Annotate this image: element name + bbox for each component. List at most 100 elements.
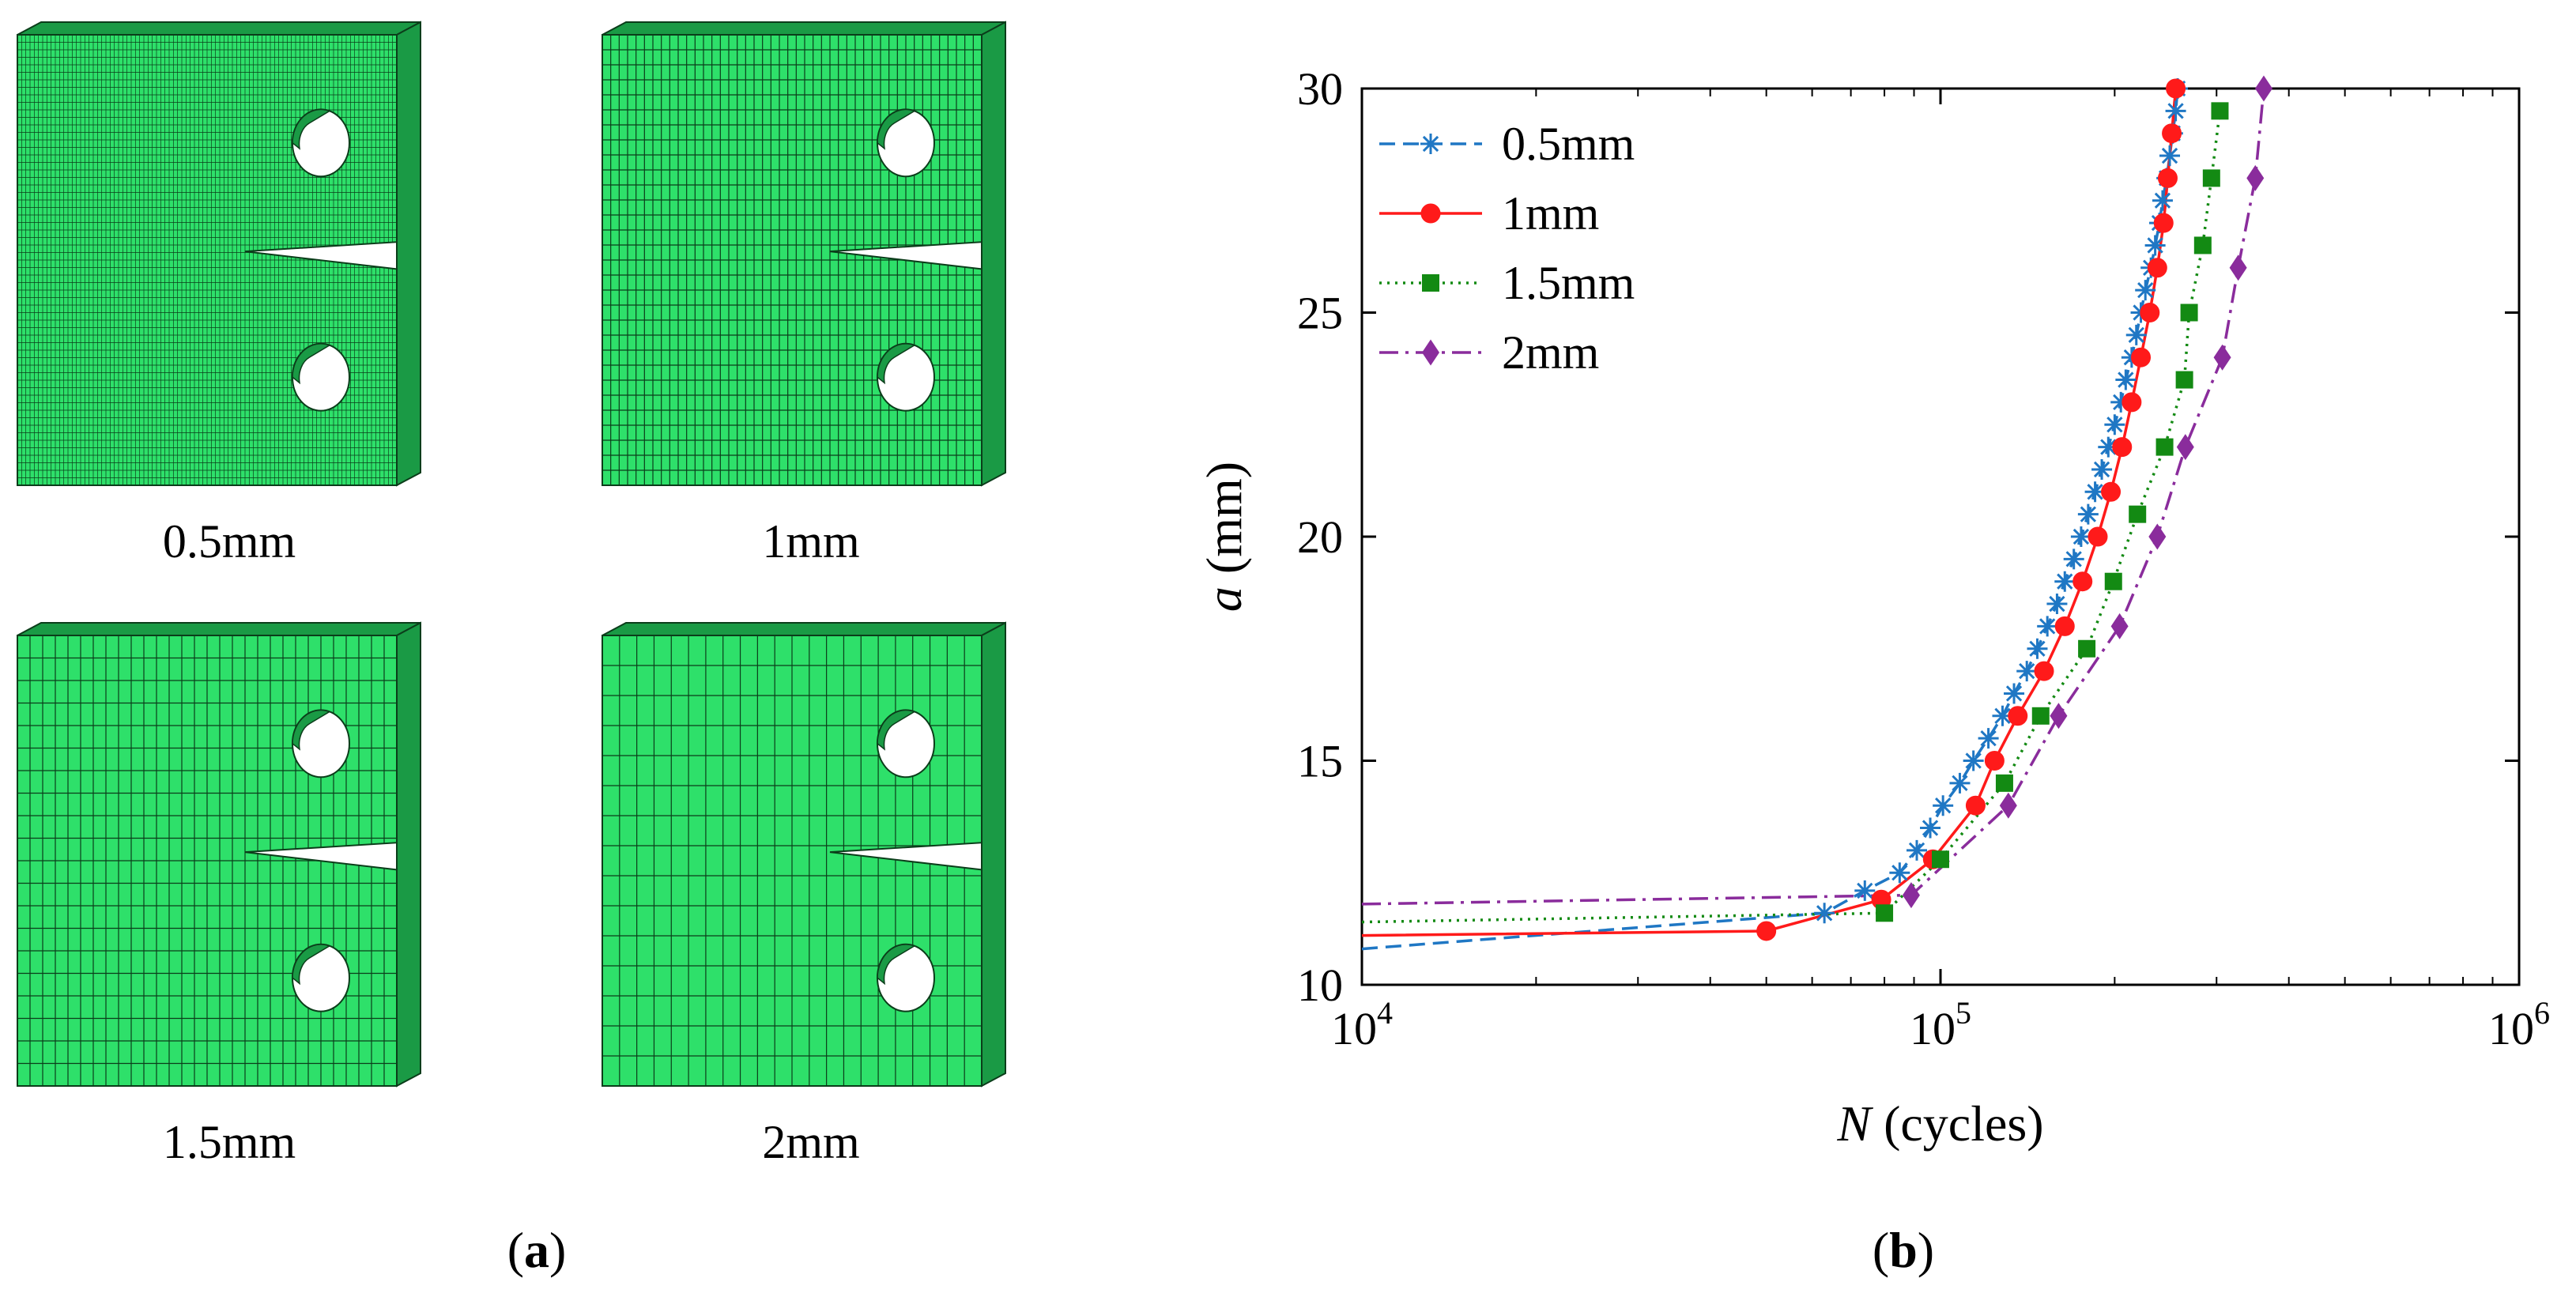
data-point-1mm xyxy=(2131,347,2152,368)
data-point-1.5mm xyxy=(2193,236,2212,254)
legend-label-0.5mm: 0.5mm xyxy=(1502,118,1635,170)
data-point-2mm xyxy=(2213,344,2231,371)
mesh-label-2mm: 2mm xyxy=(762,1116,859,1168)
y-axis-label: a (mm) xyxy=(1196,462,1252,612)
mesh-hole-inner-wall xyxy=(292,108,331,150)
mesh-side-face xyxy=(981,621,1006,1088)
panel-a-meshes: 0.5mm 1mm 1.5mm 2mm (a) xyxy=(17,21,1006,1278)
mesh-grid xyxy=(17,35,397,485)
data-point-1mm xyxy=(2122,392,2142,413)
data-point-0.5mm xyxy=(1992,705,2013,726)
y-axis-label-unit: (mm) xyxy=(1196,462,1252,586)
markers-layer xyxy=(1756,75,2272,941)
data-point-1mm xyxy=(2072,571,2093,592)
data-point-2mm xyxy=(2050,703,2068,730)
mesh-hole-inner-wall xyxy=(877,343,916,385)
data-point-0.5mm xyxy=(2115,369,2137,390)
mesh-top-face xyxy=(17,622,421,636)
data-point-1mm xyxy=(2162,123,2182,144)
data-point-2mm xyxy=(2176,434,2194,461)
legend-label-1.5mm: 1.5mm xyxy=(1502,257,1635,309)
data-point-1.5mm xyxy=(2175,371,2193,389)
data-point-0.5mm xyxy=(2084,481,2106,503)
mesh-model-2mm xyxy=(602,621,1006,1088)
data-point-1mm xyxy=(2153,213,2174,233)
x-axis-label: N (cycles) xyxy=(1836,1095,2043,1152)
data-point-1.5mm xyxy=(1932,850,1949,869)
data-point-1mm xyxy=(2166,78,2186,99)
data-point-0.5mm xyxy=(2070,526,2091,547)
mesh-hole-inner-wall xyxy=(292,944,331,986)
data-point-1.5mm xyxy=(2129,505,2147,523)
data-point-0.5mm xyxy=(1814,903,1835,924)
data-point-0.5mm xyxy=(1920,817,1941,839)
data-point-1mm xyxy=(2054,616,2075,636)
data-point-0.5mm xyxy=(2165,100,2186,122)
mesh-top-face xyxy=(602,622,1006,636)
panel-a-letter: a xyxy=(524,1222,549,1278)
data-point-1mm xyxy=(2147,258,2167,278)
panel-b-letter: b xyxy=(1889,1222,1918,1278)
series-layer xyxy=(1362,89,2265,951)
data-point-2mm xyxy=(1999,792,2017,819)
data-point-0.5mm xyxy=(2125,324,2147,345)
mesh-hole-inner-wall xyxy=(292,343,331,385)
axis-ticks: 10 15 20 25 30 104 105 106 xyxy=(1297,63,2550,1054)
data-point-0.5mm xyxy=(2159,145,2181,167)
x-axis-label-symbol: N xyxy=(1836,1095,1873,1152)
data-point-1mm xyxy=(1984,751,2005,771)
legend-label-1mm: 1mm xyxy=(1502,187,1599,239)
y-tick-label: 10 xyxy=(1297,959,1343,1011)
mesh-model-1mm xyxy=(602,21,1006,487)
mesh-hole-inner-wall xyxy=(877,709,916,751)
mesh-model-0.5mm xyxy=(17,21,421,487)
legend-marker-1mm xyxy=(1420,203,1441,224)
mesh-side-face xyxy=(981,21,1006,487)
data-point-0.5mm xyxy=(2027,638,2048,659)
x-axis-label-unit: (cycles) xyxy=(1871,1095,2044,1152)
data-point-1mm xyxy=(2112,437,2133,458)
mesh-hole-inner-wall xyxy=(877,108,916,150)
data-point-0.5mm xyxy=(1949,772,1971,794)
mesh-model-1.5mm xyxy=(17,621,421,1088)
data-point-1mm xyxy=(1965,795,1986,816)
legend: 0.5mm 1mm 1.5mm 2mm xyxy=(1379,118,1635,379)
y-axis-label-symbol: a xyxy=(1196,586,1252,612)
mesh-label-0.5mm: 0.5mm xyxy=(163,515,296,567)
data-point-0.5mm xyxy=(2054,571,2076,592)
data-point-1.5mm xyxy=(2078,639,2096,658)
legend-marker-0.5mm xyxy=(1420,134,1441,154)
data-point-0.5mm xyxy=(2110,391,2132,413)
series-line-0.5mm xyxy=(1362,89,2179,951)
data-point-1mm xyxy=(2101,481,2122,502)
mesh-side-face xyxy=(396,21,421,487)
data-point-0.5mm xyxy=(1889,862,1910,884)
data-point-1mm xyxy=(2008,706,2028,726)
data-point-1.5mm xyxy=(2180,303,2198,322)
data-point-2mm xyxy=(2246,164,2265,191)
data-point-1.5mm xyxy=(2031,707,2050,725)
data-point-0.5mm xyxy=(1963,750,1984,771)
data-point-0.5mm xyxy=(1933,795,1954,816)
mesh-top-face xyxy=(602,21,1006,36)
mesh-label-1mm: 1mm xyxy=(762,515,859,567)
data-point-2mm xyxy=(2254,75,2272,102)
data-point-0.5mm xyxy=(2144,235,2166,256)
data-point-2mm xyxy=(2229,254,2247,281)
x-tick-label: 104 xyxy=(1331,995,1393,1054)
data-point-0.5mm xyxy=(2152,190,2173,211)
mesh-label-1.5mm: 1.5mm xyxy=(163,1116,296,1168)
data-point-1.5mm xyxy=(2155,438,2174,456)
data-point-1.5mm xyxy=(2211,102,2229,120)
mesh-side-face xyxy=(396,621,421,1088)
data-point-1.5mm xyxy=(2202,169,2220,187)
series-line-1mm xyxy=(1362,89,2178,937)
data-point-0.5mm xyxy=(2098,436,2119,458)
data-point-0.5mm xyxy=(2016,661,2038,682)
data-point-1.5mm xyxy=(1876,904,1894,922)
y-tick-label: 15 xyxy=(1297,736,1343,787)
mesh-hole-inner-wall xyxy=(877,944,916,986)
legend-marker-1.5mm xyxy=(1422,274,1439,292)
data-point-0.5mm xyxy=(2091,458,2113,480)
data-point-1mm xyxy=(2140,303,2160,322)
